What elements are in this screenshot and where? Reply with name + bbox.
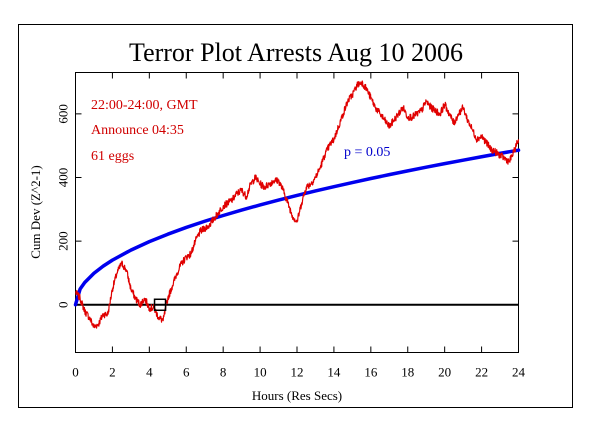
annotation-egg-count: 61 eggs bbox=[91, 149, 134, 164]
x-tick-label: 4 bbox=[146, 365, 153, 380]
y-tick-label: 200 bbox=[56, 231, 71, 251]
event-marker-box bbox=[153, 298, 167, 312]
cumulative-deviation-line bbox=[75, 80, 520, 329]
x-axis-ticks: 0 2 4 6 8 10 12 14 16 18 20 22 24 bbox=[72, 72, 526, 380]
x-tick-label: 10 bbox=[254, 365, 267, 380]
outer-frame bbox=[18, 24, 573, 408]
annotation-time-range: 22:00-24:00, GMT bbox=[91, 98, 198, 113]
x-tick-label: 8 bbox=[220, 365, 227, 380]
p-value-envelope-line bbox=[73, 148, 521, 307]
annotation-announce: Announce 04:35 bbox=[91, 123, 184, 138]
x-tick-label: 20 bbox=[438, 365, 451, 380]
y-axis-label: Cum Dev (Z^2-1) bbox=[28, 165, 43, 258]
x-tick-label: 14 bbox=[327, 365, 341, 380]
envelope-label: p = 0.05 bbox=[344, 145, 390, 160]
chart-title: Terror Plot Arrests Aug 10 2006 bbox=[129, 38, 463, 67]
x-tick-label: 18 bbox=[401, 365, 414, 380]
x-tick-label: 2 bbox=[109, 365, 116, 380]
x-tick-label: 0 bbox=[72, 365, 79, 380]
x-tick-label: 16 bbox=[364, 365, 378, 380]
y-tick-label: 400 bbox=[56, 168, 71, 188]
x-tick-label: 6 bbox=[183, 365, 190, 380]
x-axis-label: Hours (Res Secs) bbox=[252, 388, 342, 403]
x-tick-label: 24 bbox=[512, 365, 526, 380]
y-tick-label: 0 bbox=[56, 302, 71, 309]
x-tick-label: 12 bbox=[291, 365, 304, 380]
y-tick-label: 600 bbox=[56, 104, 71, 124]
x-tick-label: 22 bbox=[475, 365, 488, 380]
y-axis-ticks: 0 200 400 600 bbox=[56, 104, 519, 308]
